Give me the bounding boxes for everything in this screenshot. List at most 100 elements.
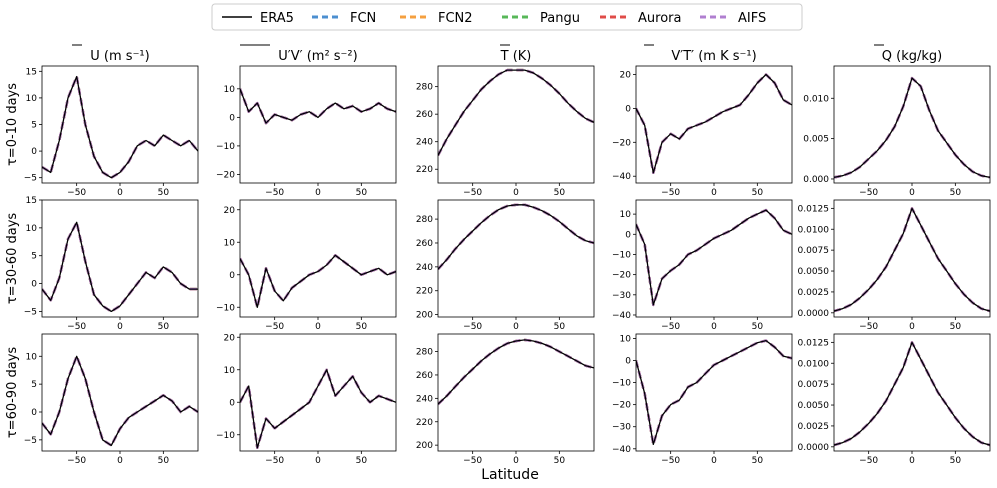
- y-tick-label: 0.0125: [798, 204, 830, 214]
- y-tick-label: 20: [224, 206, 236, 216]
- panel-2-4: −50 0 50 0.0000 0.0025 0.0050 0.0075 0.0100 0.01…: [798, 333, 991, 466]
- axes-frame: [635, 199, 793, 318]
- x-tick-label: 50: [356, 456, 368, 466]
- legend-label-pangu: Pangu: [540, 11, 580, 26]
- y-tick-label: 240: [416, 138, 433, 148]
- x-tick-label: −50: [265, 322, 284, 332]
- panel-1-2: −50 0 50 200 220 240 260 280: [416, 199, 595, 332]
- axes-frame: [437, 65, 595, 184]
- x-tick-label: −50: [859, 188, 878, 198]
- panel-1-3: −50 0 50 −40 −30 −20 −10 0 10: [612, 199, 793, 332]
- series-fcn: [42, 75, 198, 179]
- series-era5: [42, 221, 198, 313]
- x-tick-label: 50: [158, 456, 170, 466]
- series-fcn: [438, 203, 594, 271]
- column-title: U′V′ (m² s⁻²): [278, 49, 357, 64]
- series-era5: [42, 355, 198, 447]
- series-fcn2: [42, 355, 198, 447]
- x-tick-label: −50: [661, 322, 680, 332]
- series-era5: [240, 88, 396, 124]
- y-tick-label: −30: [612, 423, 631, 433]
- y-tick-label: −20: [612, 138, 631, 148]
- x-tick-label: 50: [950, 322, 962, 332]
- legend-label-fcn: FCN: [350, 11, 376, 26]
- legend-label-aifs: AIFS: [738, 11, 766, 26]
- x-tick-label: 50: [554, 188, 566, 198]
- y-tick-label: 280: [416, 348, 433, 358]
- series-aurora: [240, 368, 396, 449]
- y-tick-label: 200: [416, 441, 433, 451]
- series-aifs: [42, 75, 198, 179]
- y-tick-label: 5: [31, 380, 37, 390]
- series-group: [438, 68, 594, 157]
- y-tick-label: 0.0100: [798, 359, 830, 369]
- y-tick-label: 0: [625, 230, 631, 240]
- series-era5: [42, 75, 198, 179]
- x-tick-label: 0: [315, 322, 321, 332]
- series-pangu: [240, 368, 396, 449]
- series-fcn: [438, 338, 594, 406]
- y-tick-label: 260: [416, 239, 433, 249]
- series-aurora: [438, 338, 594, 406]
- series-pangu: [636, 73, 792, 174]
- y-tick-label: −20: [216, 170, 235, 180]
- x-tick-label: −50: [859, 322, 878, 332]
- y-tick-label: 220: [416, 418, 433, 428]
- y-tick-label: 0.010: [803, 94, 829, 104]
- series-pangu: [438, 338, 594, 406]
- series-aifs: [438, 203, 594, 271]
- x-tick-label: 50: [158, 188, 170, 198]
- y-tick-label: −30: [612, 291, 631, 301]
- y-tick-label: 5: [31, 252, 37, 262]
- y-tick-label: 5: [31, 121, 37, 131]
- x-tick-label: −50: [463, 188, 482, 198]
- y-tick-label: 0.0050: [798, 267, 830, 277]
- panel-1-1: −50 0 50 −10 0 10 20: [216, 199, 397, 332]
- series-fcn: [834, 76, 990, 179]
- series-era5: [438, 204, 594, 270]
- series-aurora: [636, 208, 792, 307]
- series-aifs: [834, 207, 990, 313]
- x-tick-label: 50: [752, 322, 764, 332]
- series-fcn2: [438, 338, 594, 406]
- series-era5: [240, 369, 396, 449]
- y-tick-label: 0.0075: [798, 246, 830, 256]
- y-tick-label: −40: [612, 311, 631, 321]
- series-aurora: [42, 75, 198, 179]
- x-tick-label: 0: [513, 188, 519, 198]
- x-tick-label: 0: [315, 188, 321, 198]
- series-pangu: [42, 221, 198, 313]
- panel-2-3: −50 0 50 −40 −30 −20 −10 0 10: [612, 333, 793, 466]
- y-tick-label: 0: [625, 104, 631, 114]
- y-tick-label: 0: [31, 280, 37, 290]
- series-era5: [834, 207, 990, 312]
- series-group: [438, 338, 594, 406]
- series-era5: [834, 77, 990, 179]
- column-titles: U (m s⁻¹) U′V′ (m² s⁻²) T (K) V′T′ (m K s⁻¹…: [72, 44, 942, 64]
- x-tick-label: 50: [950, 188, 962, 198]
- axes-frame: [239, 65, 397, 184]
- series-aifs: [240, 368, 396, 449]
- y-tick-label: 0.0025: [798, 288, 830, 298]
- axes-frame: [833, 65, 991, 184]
- series-group: [438, 203, 594, 271]
- x-tick-label: 50: [356, 188, 368, 198]
- panel-0-2: −50 0 50 220 240 260 280: [416, 65, 595, 198]
- series-group: [42, 221, 198, 313]
- series-aifs: [438, 338, 594, 406]
- x-tick-label: 0: [909, 188, 915, 198]
- x-tick-label: 0: [711, 456, 717, 466]
- series-group: [636, 339, 792, 446]
- series-fcn: [438, 68, 594, 157]
- y-tick-label: −5: [24, 307, 37, 317]
- series-era5: [636, 209, 792, 306]
- y-tick-label: 260: [416, 110, 433, 120]
- x-tick-label: 50: [554, 456, 566, 466]
- y-tick-label: 220: [416, 165, 433, 175]
- y-tick-label: 200: [416, 311, 433, 321]
- x-tick-label: 50: [356, 322, 368, 332]
- y-tick-label: 10: [620, 210, 632, 220]
- x-tick-label: 0: [117, 456, 123, 466]
- y-tick-label: 260: [416, 371, 433, 381]
- column-title: Q (kg/kg): [882, 49, 942, 64]
